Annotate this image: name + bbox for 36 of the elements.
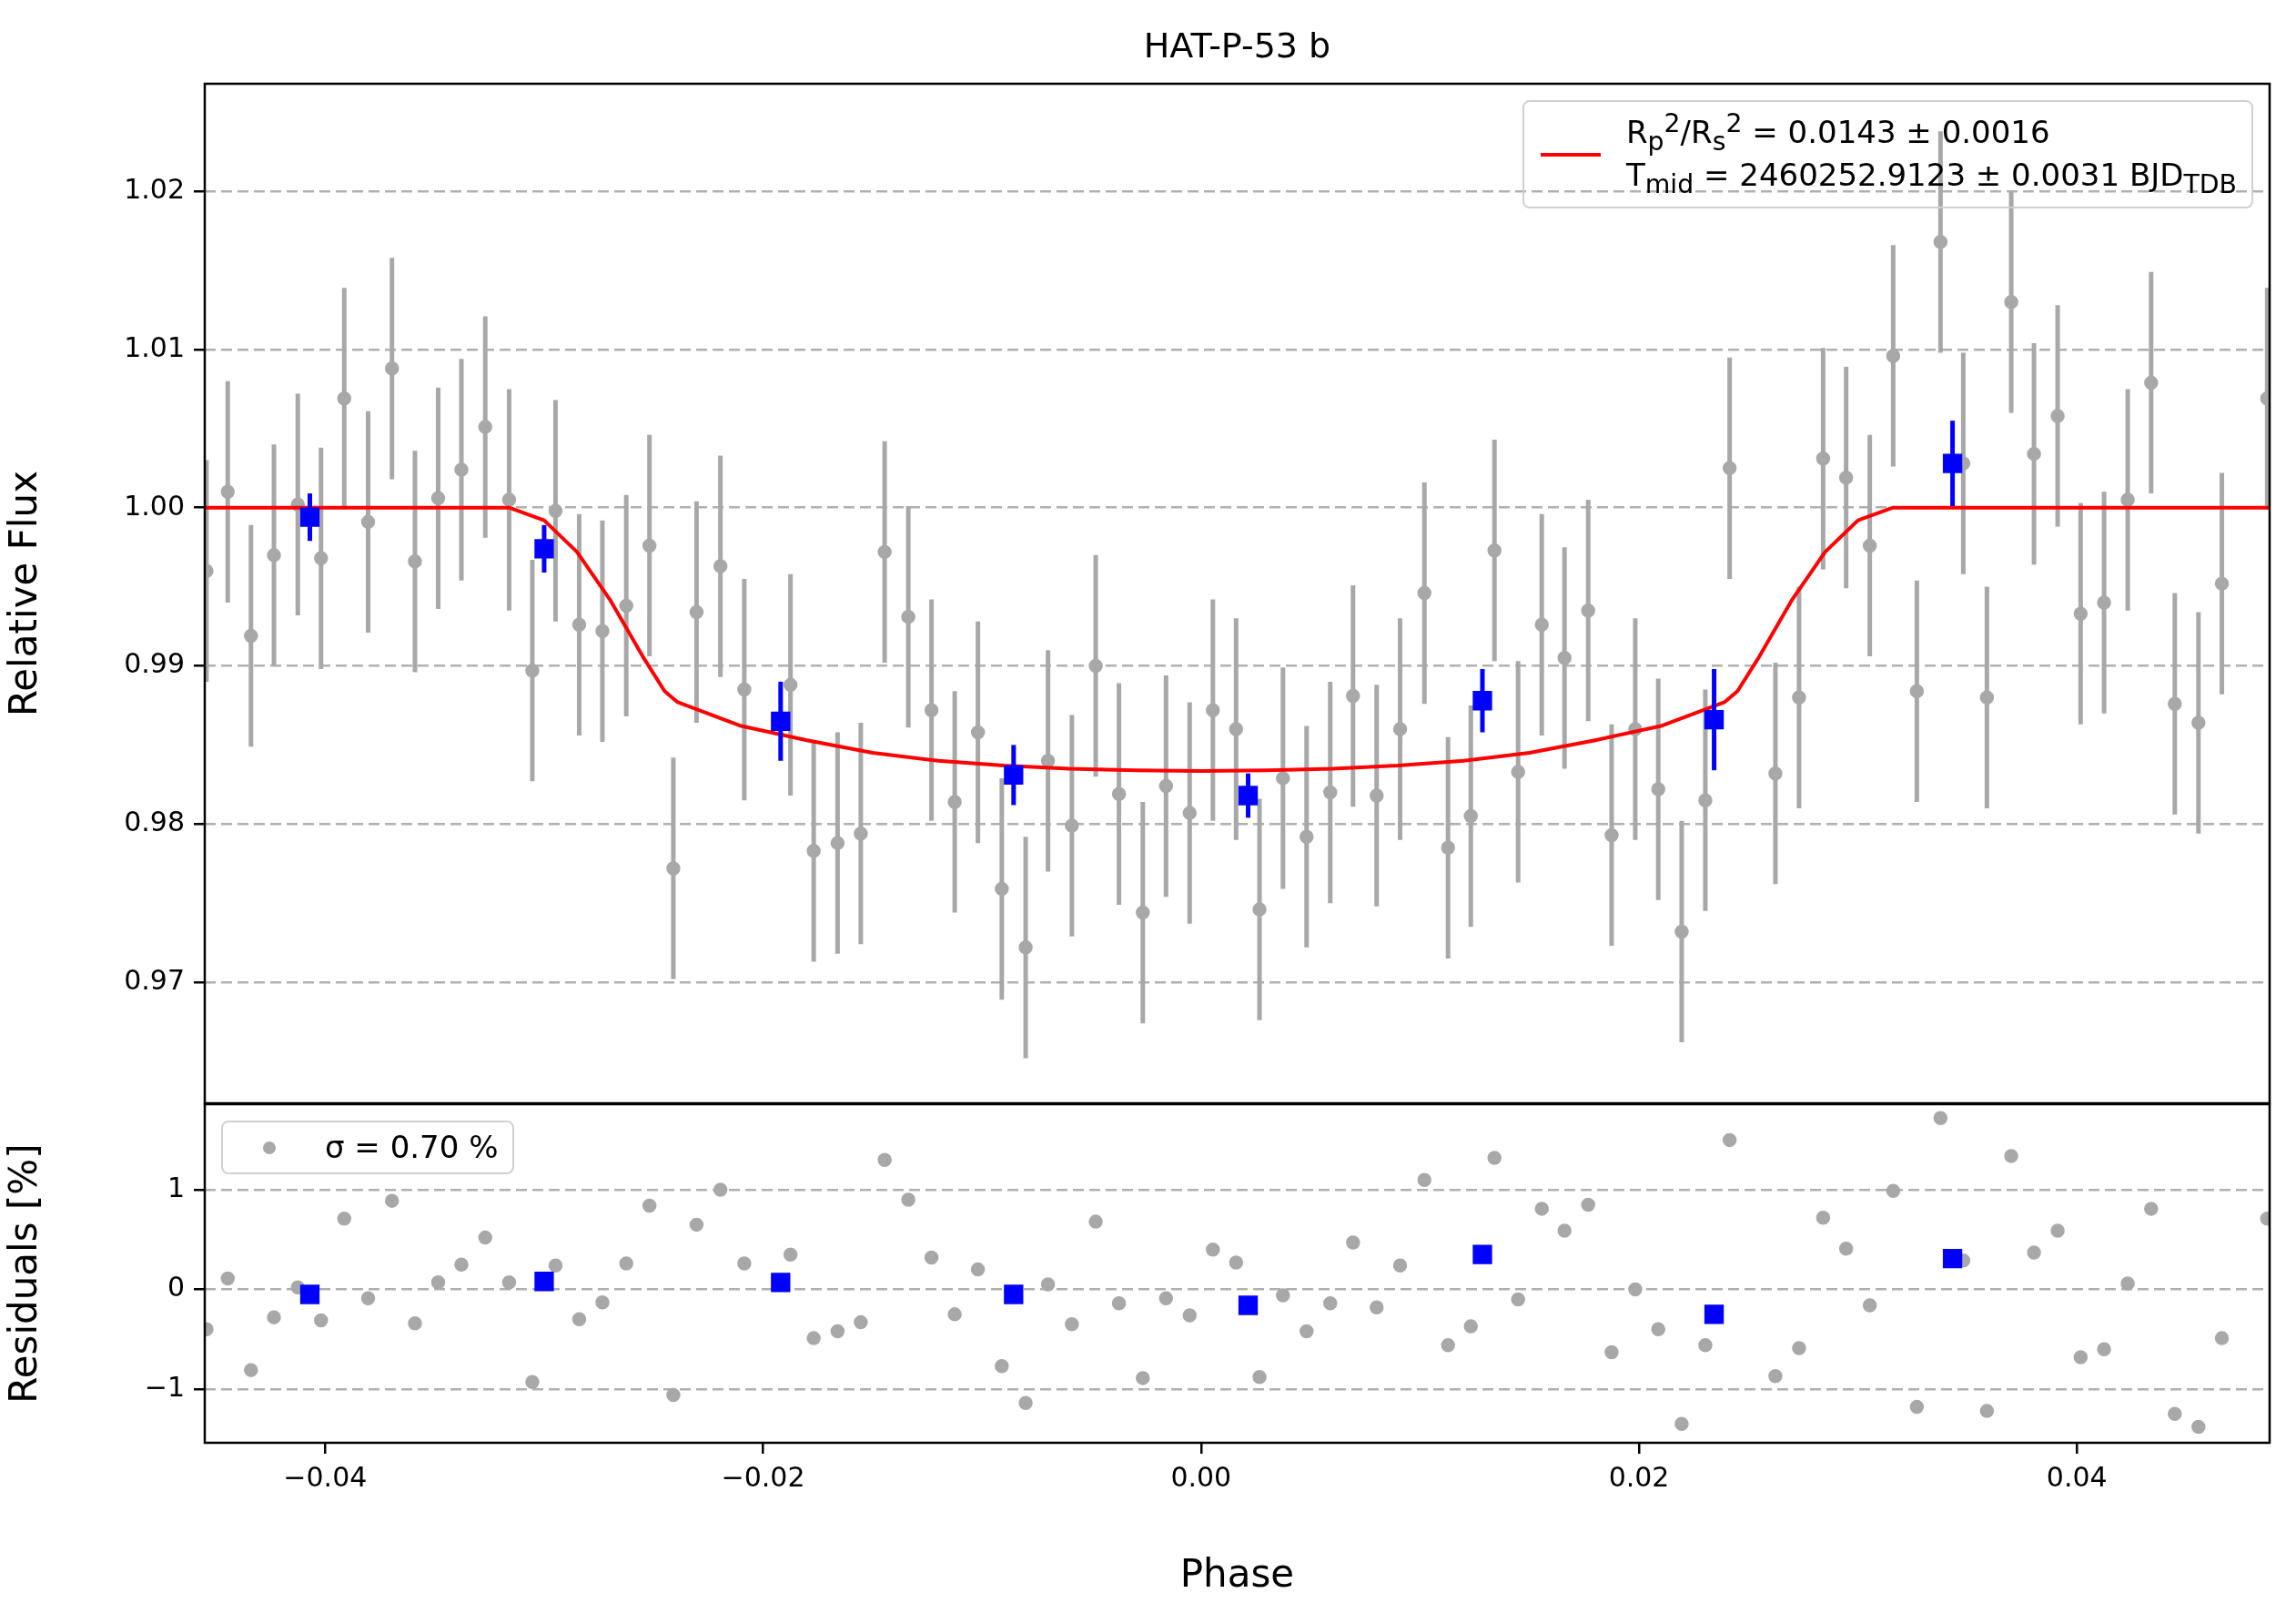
x-tick-label: 0.04 xyxy=(2046,1460,2108,1493)
point xyxy=(771,711,791,731)
point xyxy=(1238,786,1259,806)
y-tick-label: 0.97 xyxy=(124,963,185,996)
y-tick-label: 0 xyxy=(167,1271,185,1304)
chart-title: HAT-P-53 b xyxy=(1143,25,1331,66)
point xyxy=(1472,691,1492,711)
y-tick-label: −1 xyxy=(144,1370,185,1403)
y-tick-label: 1.00 xyxy=(124,489,185,522)
point xyxy=(299,507,320,527)
point xyxy=(1942,453,1963,473)
legend-label: σ = 0.70 % xyxy=(325,1129,499,1166)
y-tick-label: 0.98 xyxy=(124,806,185,838)
y-axis-title: Residuals [%] xyxy=(1,1143,46,1404)
x-tick-label: 0.00 xyxy=(1170,1460,1232,1493)
x-tick-label: −0.04 xyxy=(283,1460,368,1493)
point xyxy=(534,539,554,559)
point xyxy=(771,1273,791,1293)
y-tick-label: 1.02 xyxy=(124,172,185,205)
point xyxy=(1472,1244,1492,1264)
text: R$_{p}$$^{2}$/R$_{s}$$^{2}$ = 0.0143 ± 0.0016 T$_{mid}$ = 2460252.9123 ± 0.0031 BJD$_{TDB}$ xyxy=(1625,108,2237,199)
point xyxy=(1004,1284,1024,1304)
y-tick-label: 1 xyxy=(167,1171,185,1203)
x-tick-label: 0.02 xyxy=(1608,1460,1670,1493)
y-tick-label: 0.99 xyxy=(124,647,185,680)
point xyxy=(1704,1304,1725,1324)
y-tick-label: 1.01 xyxy=(124,330,185,363)
point xyxy=(1704,709,1725,730)
point xyxy=(1942,1248,1963,1269)
point xyxy=(534,1272,554,1292)
point xyxy=(1004,765,1024,786)
y-axis-title: Relative Flux xyxy=(1,470,46,717)
x-axis-title: Phase xyxy=(1179,1550,1295,1596)
point xyxy=(299,1284,320,1304)
point xyxy=(1238,1295,1259,1315)
x-tick-label: −0.02 xyxy=(721,1460,805,1493)
